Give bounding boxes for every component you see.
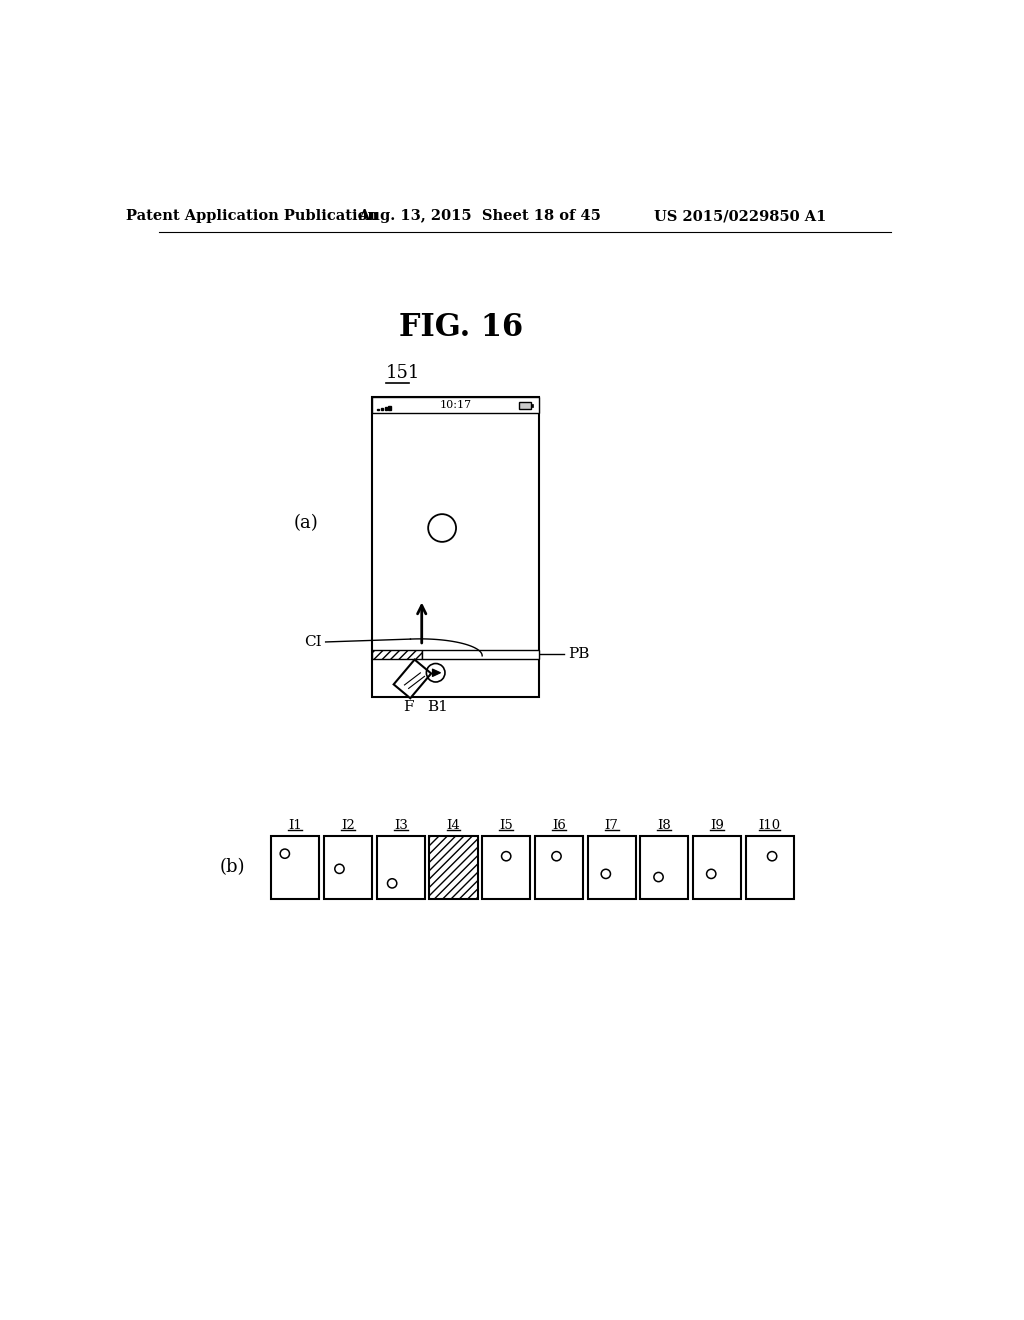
Polygon shape — [432, 669, 440, 677]
Bar — [372, 397, 539, 697]
Bar — [385, 408, 387, 411]
Text: B1: B1 — [427, 701, 447, 714]
Bar — [640, 836, 688, 899]
Text: Patent Application Publication: Patent Application Publication — [126, 209, 378, 223]
Text: I7: I7 — [604, 818, 618, 832]
Text: F: F — [403, 701, 414, 714]
Bar — [535, 836, 583, 899]
Text: I9: I9 — [710, 818, 724, 832]
Bar — [271, 836, 319, 899]
Text: 10:17: 10:17 — [439, 400, 471, 409]
Bar — [693, 836, 741, 899]
Text: PB: PB — [568, 647, 590, 661]
Bar — [531, 404, 532, 408]
Bar — [372, 397, 539, 412]
Text: I8: I8 — [657, 818, 671, 832]
Text: I5: I5 — [500, 818, 513, 832]
Text: I3: I3 — [394, 818, 408, 832]
Text: US 2015/0229850 A1: US 2015/0229850 A1 — [654, 209, 826, 223]
Text: FIG. 16: FIG. 16 — [399, 313, 523, 343]
Bar — [429, 836, 477, 899]
Bar — [588, 836, 636, 899]
Bar — [324, 836, 372, 899]
Bar — [377, 836, 425, 899]
Text: Aug. 13, 2015  Sheet 18 of 45: Aug. 13, 2015 Sheet 18 of 45 — [357, 209, 600, 223]
Bar — [372, 649, 422, 659]
Text: (a): (a) — [294, 515, 318, 532]
Text: I6: I6 — [552, 818, 566, 832]
Text: 151: 151 — [386, 364, 421, 381]
Text: CI: CI — [304, 635, 322, 649]
Bar — [482, 836, 530, 899]
Bar — [381, 408, 383, 411]
Bar — [745, 836, 794, 899]
Text: (b): (b) — [220, 858, 246, 876]
Bar — [518, 401, 531, 409]
Text: I4: I4 — [446, 818, 461, 832]
Polygon shape — [393, 660, 431, 698]
Text: I1: I1 — [289, 818, 302, 832]
Bar — [388, 407, 391, 411]
Text: I10: I10 — [759, 818, 780, 832]
Bar — [422, 649, 539, 659]
Text: I2: I2 — [341, 818, 355, 832]
